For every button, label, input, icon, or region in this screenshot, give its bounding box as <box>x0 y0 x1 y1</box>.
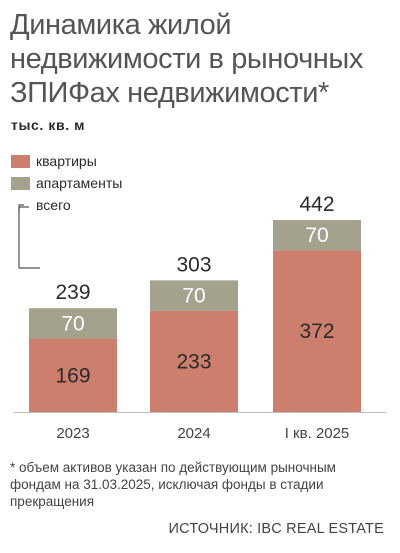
total-label-1: 239 <box>55 281 90 304</box>
value-label-apartments-2: 70 <box>182 285 205 308</box>
value-label-apartments-3: 70 <box>305 224 328 247</box>
x-tick-label-3: I кв. 2025 <box>285 425 350 442</box>
legend-item-flats: квартиры <box>11 150 122 172</box>
bar-apartments-1 <box>29 308 117 339</box>
chart-legend: квартиры апартаменты всего <box>11 150 122 216</box>
bar-flats-1 <box>29 338 117 412</box>
value-label-apartments-1: 70 <box>61 312 84 335</box>
unit-label: тыс. кв. м <box>11 117 86 133</box>
x-tick-label-2: 2024 <box>177 425 210 442</box>
bar-flats-2 <box>150 310 238 412</box>
total-label-3: 442 <box>299 193 334 216</box>
footnote: * объем активов указан по действующим ры… <box>10 460 336 509</box>
source-note: ИСТОЧНИК: IBC REAL ESTATE <box>168 521 384 537</box>
value-label-flats-1: 169 <box>55 364 90 387</box>
total-connector-line <box>18 204 40 269</box>
legend-label-flats: квартиры <box>36 153 97 169</box>
legend-label-apartments: апартаменты <box>36 175 123 191</box>
bar-apartments-3 <box>273 220 361 251</box>
legend-item-apartments: апартаменты <box>11 172 122 194</box>
legend-swatch-apartments <box>11 176 30 190</box>
total-label-2: 303 <box>176 253 211 276</box>
value-label-flats-2: 233 <box>176 350 211 373</box>
chart-title: Динамика жилой недвижимости в рыночных З… <box>10 9 363 109</box>
legend-swatch-flats <box>11 154 30 168</box>
legend-label-total: всего <box>36 197 71 213</box>
bar-flats-3 <box>273 250 361 412</box>
bar-apartments-2 <box>150 280 238 311</box>
x-tick-label-1: 2023 <box>56 425 89 442</box>
value-label-flats-3: 372 <box>299 320 334 343</box>
